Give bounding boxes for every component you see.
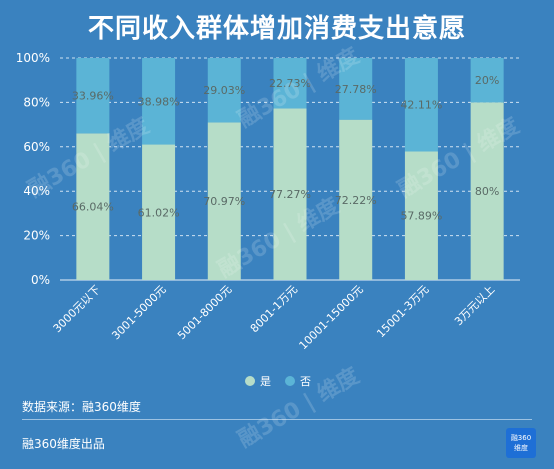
y-tick-label: 60%	[23, 140, 50, 154]
bar-segment-no	[142, 58, 176, 145]
data-label: 70.97%	[203, 195, 245, 208]
x-tick-label: 15001-3万元	[374, 283, 431, 340]
logo-line-2: 维度	[514, 444, 528, 452]
x-tick-label: 3万元以上	[452, 283, 497, 328]
data-label: 77.27%	[269, 188, 311, 201]
bar-segment-no	[76, 58, 110, 134]
bar-segment-yes	[207, 122, 241, 281]
x-tick-label: 3000元以下	[51, 283, 103, 335]
y-tick-label: 0%	[31, 273, 50, 287]
logo-line-1: 融360	[510, 434, 532, 442]
x-tick-label: 8001-1万元	[248, 283, 300, 335]
bar-segment-no	[339, 58, 373, 120]
data-label: 22.73%	[269, 77, 311, 90]
data-label: 33.96%	[72, 90, 114, 103]
bar-segment-yes	[273, 108, 307, 280]
footer-credit: 融360维度出品	[22, 437, 105, 451]
data-label: 27.78%	[335, 83, 377, 96]
bar-segment-yes	[470, 102, 504, 281]
y-tick-label: 20%	[23, 229, 50, 243]
data-label: 20%	[475, 74, 499, 87]
data-label: 80%	[475, 185, 499, 198]
x-tick-label: 3001-5000元	[109, 283, 168, 342]
bar-segment-no	[207, 58, 241, 123]
footer-divider	[22, 419, 532, 420]
y-tick-label: 40%	[23, 184, 50, 198]
bar-segment-yes	[142, 144, 176, 280]
legend-label-yes: 是	[260, 375, 271, 388]
data-label: 72.22%	[335, 194, 377, 207]
x-tick-label: 10001-15000元	[297, 283, 366, 352]
y-tick-label: 100%	[16, 51, 50, 65]
x-tick-label: 5001-8000元	[175, 283, 234, 342]
bar-segment-yes	[339, 119, 373, 280]
data-label: 29.03%	[203, 84, 245, 97]
data-source: 数据来源：融360维度	[22, 400, 141, 414]
bar-segment-no	[470, 58, 504, 103]
bar-segment-no	[273, 58, 307, 109]
data-label: 61.02%	[138, 206, 180, 219]
data-label: 42.11%	[400, 99, 442, 112]
bar-segment-yes	[76, 133, 110, 280]
data-label: 66.04%	[72, 201, 114, 214]
bar-segment-yes	[404, 151, 438, 280]
bar-segment-no	[404, 58, 438, 152]
legend-label-no: 否	[300, 375, 311, 388]
brand-logo: 融360 维度	[506, 428, 536, 458]
legend-marker-no	[285, 376, 295, 386]
chart-title: 不同收入群体增加消费支出意愿	[87, 14, 466, 44]
y-tick-label: 80%	[23, 95, 50, 109]
data-label: 57.89%	[400, 210, 442, 223]
data-label: 38.98%	[138, 95, 180, 108]
legend-marker-yes	[245, 376, 255, 386]
